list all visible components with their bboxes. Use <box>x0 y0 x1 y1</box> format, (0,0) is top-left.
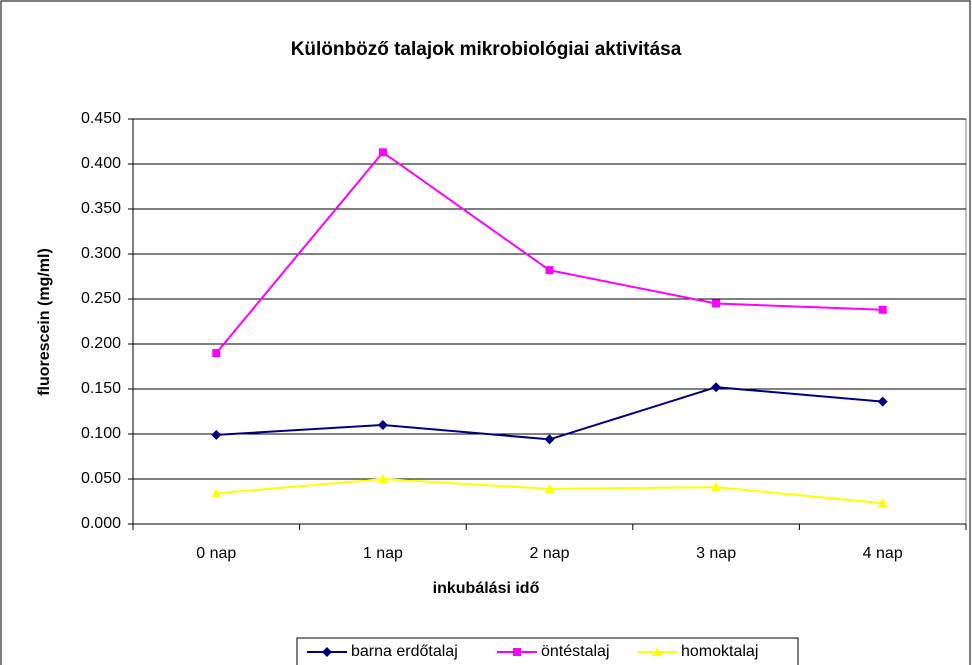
x-tick-label: 0 nap <box>196 545 236 562</box>
y-tick-label: 0.400 <box>81 155 121 172</box>
chart-title: Különböző talajok mikrobiológiai aktivit… <box>291 39 682 60</box>
plot-area <box>132 118 967 525</box>
y-tick-label: 0.450 <box>81 110 121 127</box>
marker <box>544 434 555 445</box>
marker <box>711 482 722 492</box>
y-tick-label: 0.050 <box>81 470 121 487</box>
marker <box>211 488 222 498</box>
marker <box>712 299 721 308</box>
x-tick-label: 2 nap <box>529 545 569 562</box>
y-tick-label: 0.300 <box>81 245 121 262</box>
marker <box>544 483 555 493</box>
legend-label: öntéstalaj <box>541 643 610 660</box>
y-tick-label: 0.350 <box>81 200 121 217</box>
marker <box>877 498 888 508</box>
x-tick-label: 1 nap <box>363 545 403 562</box>
marker <box>212 349 221 357</box>
marker <box>322 647 332 657</box>
y-tick-label: 0.000 <box>81 515 121 532</box>
x-tick-label: 4 nap <box>863 545 903 562</box>
marker <box>377 474 388 483</box>
marker <box>545 266 554 275</box>
y-tick-label: 0.200 <box>81 335 121 352</box>
x-axis-label: inkubálási idő <box>433 580 540 597</box>
legend-label: barna erdőtalaj <box>351 643 458 660</box>
marker <box>877 396 888 407</box>
marker <box>711 382 722 393</box>
marker <box>652 647 662 656</box>
legend-label: homoktalaj <box>681 643 758 660</box>
y-axis-label: fluorescein (mg/ml) <box>36 248 53 396</box>
y-tick-label: 0.250 <box>81 290 121 307</box>
x-tick-label: 3 nap <box>696 545 736 562</box>
legend <box>296 637 799 665</box>
marker <box>378 148 387 157</box>
marker <box>878 305 887 314</box>
marker <box>211 429 222 440</box>
y-tick-label: 0.100 <box>81 425 121 442</box>
marker <box>513 648 521 656</box>
marker <box>377 420 388 430</box>
y-tick-label: 0.150 <box>81 380 121 397</box>
